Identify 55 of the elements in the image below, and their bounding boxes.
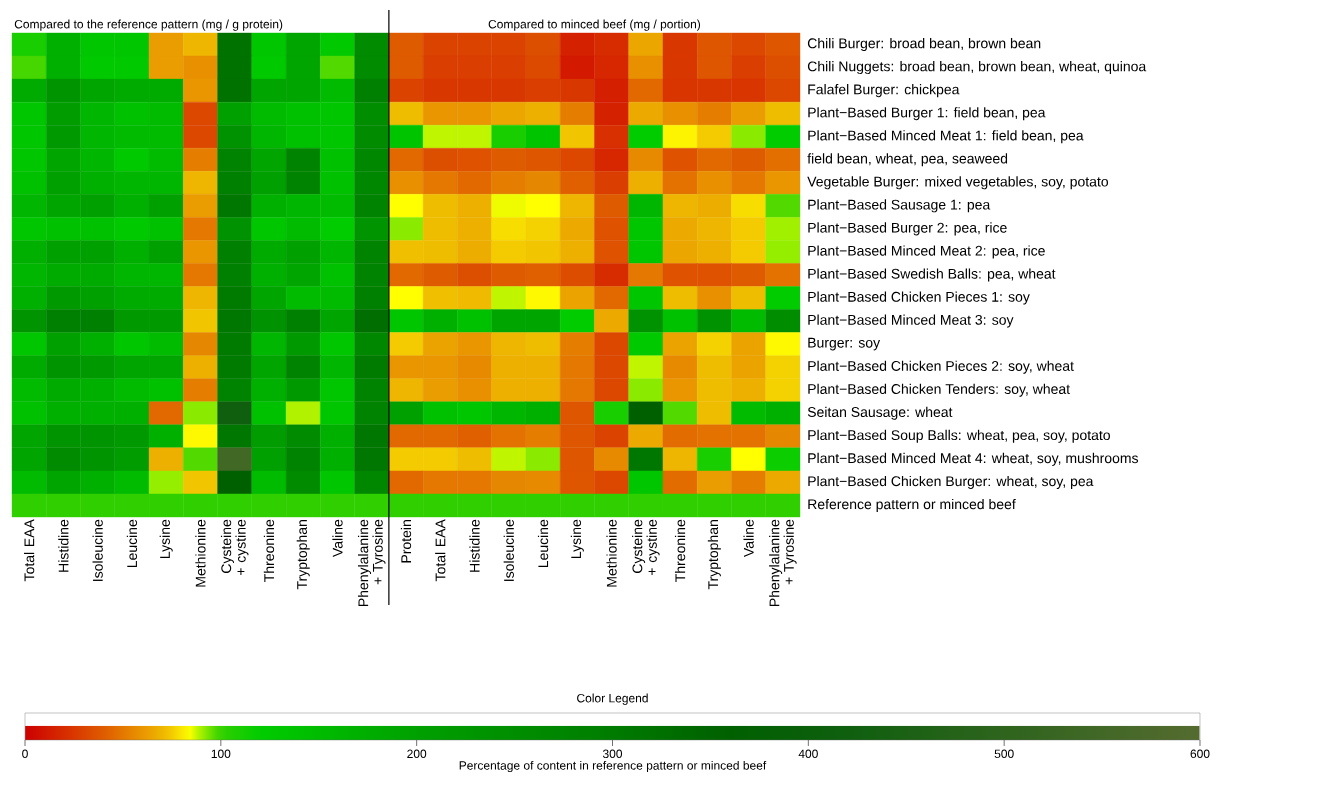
x-tick-label: Tryptophan [296,520,310,590]
x-tick-label: Total EAA [24,519,35,582]
x-tick-label: Valine [332,519,343,558]
x-tick-label: Valine [743,519,754,558]
y-tick-label: Seitan Sausage: wheat [807,406,953,420]
y-tick-label: Plant−Based Sausage 1: pea [808,199,991,213]
color-bar-label: 500 [994,749,1014,759]
x-tick-label: Isoleucine [503,519,514,581]
x-tick-label: Lysine [570,519,584,558]
text: Compared to minced beef (mg / portion) [488,19,701,31]
y-tick-label: Plant−Based Minced Meat 1: field bean, pea [808,130,1084,144]
x-tick-label: Threonine [263,519,275,582]
y-tick-label: Burger: soy [808,337,881,351]
color-bar-label: 400 [798,749,818,759]
y-tick-label: Plant−Based Soup Balls: wheat, pea, soy, potato [808,429,1110,443]
color-bar-label: 200 [407,749,427,759]
x-tick-label: Cysteine + cystine [632,519,660,575]
y-tick-label: Falafel Burger: chickpea [808,84,960,98]
y-tick-label: Plant−Based Chicken Pieces 1: soy [808,291,1030,305]
x-tick-label: Phenylalanine + Tyrosine [769,519,797,607]
x-tick-label: Phenylalanine + Tyrosine [357,519,386,607]
y-tick-label: Plant−Based Minced Meat 2: pea, rice [808,245,1045,259]
y-tick-label: Plant−Based Burger 2: pea, rice [808,222,1007,236]
color-bar-title: Percentage of content in reference pattern or minced beef [459,760,767,773]
color-bar-label: 100 [211,749,231,759]
x-tick-label: Total EAA [435,519,446,582]
x-tick-label: Histidine [469,519,480,572]
y-tick-label: Reference pattern or minced beef [808,498,1016,512]
y-tick-label: Plant−Based Minced Meat 3: soy [808,314,1014,328]
y-tick-label: Plant−Based Burger 1: field bean, pea [808,107,1046,121]
color-bar-label: 600 [1190,749,1210,759]
color-bar-label: 0 [22,749,28,759]
x-tick-label: Leucine [126,519,138,568]
y-tick-label: Chili Nuggets: broad bean, brown bean, wheat, quinoa [807,61,1147,75]
y-tick-label: field bean, wheat, pea, seaweed [807,153,1008,167]
x-tick-label: Methionine [195,519,206,587]
x-tick-label: Cysteine + cystine [220,519,249,575]
x-tick-label: Methionine [606,519,617,587]
y-tick-label: Plant−Based Minced Meat 4: wheat, soy, mushrooms [808,452,1139,466]
x-tick-label: Lysine [159,519,173,558]
y-tick-label: Plant−Based Swedish Balls: pea, wheat [808,268,1056,282]
y-tick-label: Plant−Based Chicken Tenders: soy, wheat [808,383,1070,397]
legend-title: Color Legend [577,693,648,705]
x-tick-label: Threonine [674,519,686,582]
y-tick-label: Plant−Based Chicken Burger: wheat, soy, pea [808,475,1094,489]
x-tick-label: Isoleucine [92,519,103,581]
x-tick-label: Leucine [537,519,549,568]
color-bar-label: 300 [602,749,623,759]
x-tick-label: Protein [400,520,412,563]
y-tick-label: Chili Burger: broad bean, brown bean [807,37,1041,52]
y-tick-label: Plant−Based Chicken Pieces 2: soy, wheat [808,360,1074,374]
y-tick-label: Vegetable Burger: mixed vegetables, soy, potato [807,176,1109,190]
x-tick-label: Histidine [58,519,69,572]
x-tick-label: Tryptophan [707,520,721,590]
text: Compared to the reference pattern (mg / g protein) [14,19,283,31]
